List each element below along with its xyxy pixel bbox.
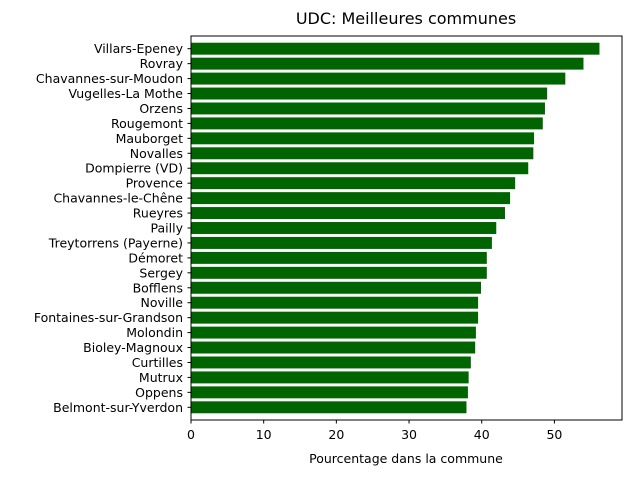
bar-11 xyxy=(191,207,505,220)
x-tick-label: 30 xyxy=(401,427,417,442)
bar-1 xyxy=(191,57,584,70)
bar-7 xyxy=(191,147,534,160)
bar-3 xyxy=(191,87,548,100)
y-tick-label: Molondin xyxy=(126,325,183,340)
x-tick-label: 20 xyxy=(328,427,344,442)
y-tick-label: Noville xyxy=(140,295,183,310)
bar-4 xyxy=(191,102,545,115)
y-tick-label: Vugelles-La Mothe xyxy=(69,86,184,101)
y-tick-label: Fontaines-sur-Grandson xyxy=(34,310,183,325)
y-tick-label: Orzens xyxy=(139,101,183,116)
y-tick-label: Rougemont xyxy=(111,116,183,131)
y-tick-label: Oppens xyxy=(135,385,183,400)
y-tick-label: Rovray xyxy=(140,56,184,71)
bar-24 xyxy=(191,401,467,414)
y-tick-label: Bioley-Magnoux xyxy=(83,340,183,355)
bar-10 xyxy=(191,192,511,205)
bar-8 xyxy=(191,162,529,175)
bar-5 xyxy=(191,117,543,130)
y-tick-label: Chavannes-le-Chêne xyxy=(53,191,183,206)
bar-22 xyxy=(191,371,469,384)
bar-18 xyxy=(191,311,479,324)
bar-16 xyxy=(191,281,481,294)
y-tick-label: Dompierre (VD) xyxy=(85,161,183,176)
y-tick-label: Treytorrens (Payerne) xyxy=(48,235,183,250)
bars-group xyxy=(191,42,600,414)
y-tick-label: Curtilles xyxy=(132,355,183,370)
y-tick-label: Novalles xyxy=(130,146,183,161)
bar-6 xyxy=(191,132,535,145)
y-tick-label: Provence xyxy=(126,176,184,191)
x-axis-ticks: 0 10 20 30 40 50 xyxy=(187,420,562,442)
y-axis-ticks: Villars-EpeneyRovrayChavannes-sur-Moudon… xyxy=(34,41,191,415)
bar-14 xyxy=(191,251,487,264)
bar-15 xyxy=(191,266,487,279)
bar-19 xyxy=(191,326,476,339)
x-tick-label: 50 xyxy=(546,427,562,442)
y-tick-label: Mauborget xyxy=(116,131,183,146)
y-tick-label: Sergey xyxy=(139,265,183,280)
y-tick-label: Pailly xyxy=(151,221,184,236)
bar-17 xyxy=(191,296,479,309)
axes-frame xyxy=(190,35,623,421)
bar-13 xyxy=(191,236,492,249)
y-tick-label: Démoret xyxy=(128,250,183,265)
x-axis-label: Pourcentage dans la commune xyxy=(309,451,503,466)
x-tick-label: 40 xyxy=(474,427,490,442)
x-tick-label: 10 xyxy=(256,427,272,442)
y-tick-label: Chavannes-sur-Moudon xyxy=(36,71,183,86)
x-tick-label: 0 xyxy=(187,427,195,442)
y-tick-label: Rueyres xyxy=(133,206,183,221)
bar-23 xyxy=(191,386,468,399)
y-tick-label: Villars-Epeney xyxy=(94,41,184,56)
bar-2 xyxy=(191,72,566,85)
bar-21 xyxy=(191,356,471,369)
bar-0 xyxy=(191,42,600,55)
y-tick-label: Bofflens xyxy=(133,280,183,295)
bar-20 xyxy=(191,341,476,354)
bar-12 xyxy=(191,222,497,234)
bar-9 xyxy=(191,177,516,190)
chart-title: UDC: Meilleures communes xyxy=(296,9,516,28)
plot-frame xyxy=(190,35,623,421)
y-tick-label: Mutrux xyxy=(139,370,183,385)
y-tick-label: Belmont-sur-Yverdon xyxy=(53,400,183,415)
